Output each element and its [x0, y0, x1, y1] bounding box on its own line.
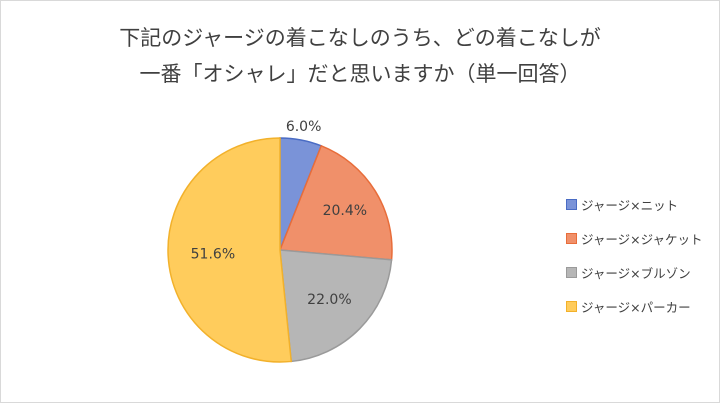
- pie-slice-parka: [167, 137, 293, 363]
- pie-slice-blouson: [279, 249, 393, 363]
- pie-slices: [167, 137, 393, 363]
- legend: ジャージ×ニット ジャージ×ジャケット ジャージ×ブルゾン ジャージ×パーカー: [566, 196, 716, 332]
- legend-label-blouson: ジャージ×ブルゾン: [581, 266, 691, 281]
- data-label-parka: 51.6%: [191, 246, 235, 262]
- data-label-blouson: 22.0%: [307, 292, 351, 308]
- legend-item-knit: ジャージ×ニット: [566, 196, 716, 213]
- legend-swatch-knit: [566, 199, 577, 210]
- pie-slice-jacket: [278, 144, 393, 261]
- chart-title-line-2: 一番「オシャレ」だと思いますか（単一回答）: [139, 62, 581, 86]
- chart-title-line-1: 下記のジャージの着こなしのうち、どの着こなしが: [119, 26, 601, 50]
- legend-label-parka: ジャージ×パーカー: [581, 300, 691, 315]
- data-label-jacket: 20.4%: [323, 203, 367, 219]
- legend-item-blouson: ジャージ×ブルゾン: [566, 264, 716, 281]
- legend-label-knit: ジャージ×ニット: [581, 198, 679, 213]
- legend-swatch-parka: [566, 301, 577, 312]
- data-labels: 6.0% 20.4% 22.0% 51.6%: [191, 119, 367, 308]
- legend-label-jacket: ジャージ×ジャケット: [581, 232, 703, 247]
- legend-item-parka: ジャージ×パーカー: [566, 298, 716, 315]
- legend-swatch-jacket: [566, 233, 577, 244]
- legend-item-jacket: ジャージ×ジャケット: [566, 230, 716, 247]
- chart-title: 下記のジャージの着こなしのうち、どの着こなしが 一番「オシャレ」だと思いますか（…: [0, 20, 720, 92]
- legend-swatch-blouson: [566, 267, 577, 278]
- data-label-knit: 6.0%: [286, 119, 322, 135]
